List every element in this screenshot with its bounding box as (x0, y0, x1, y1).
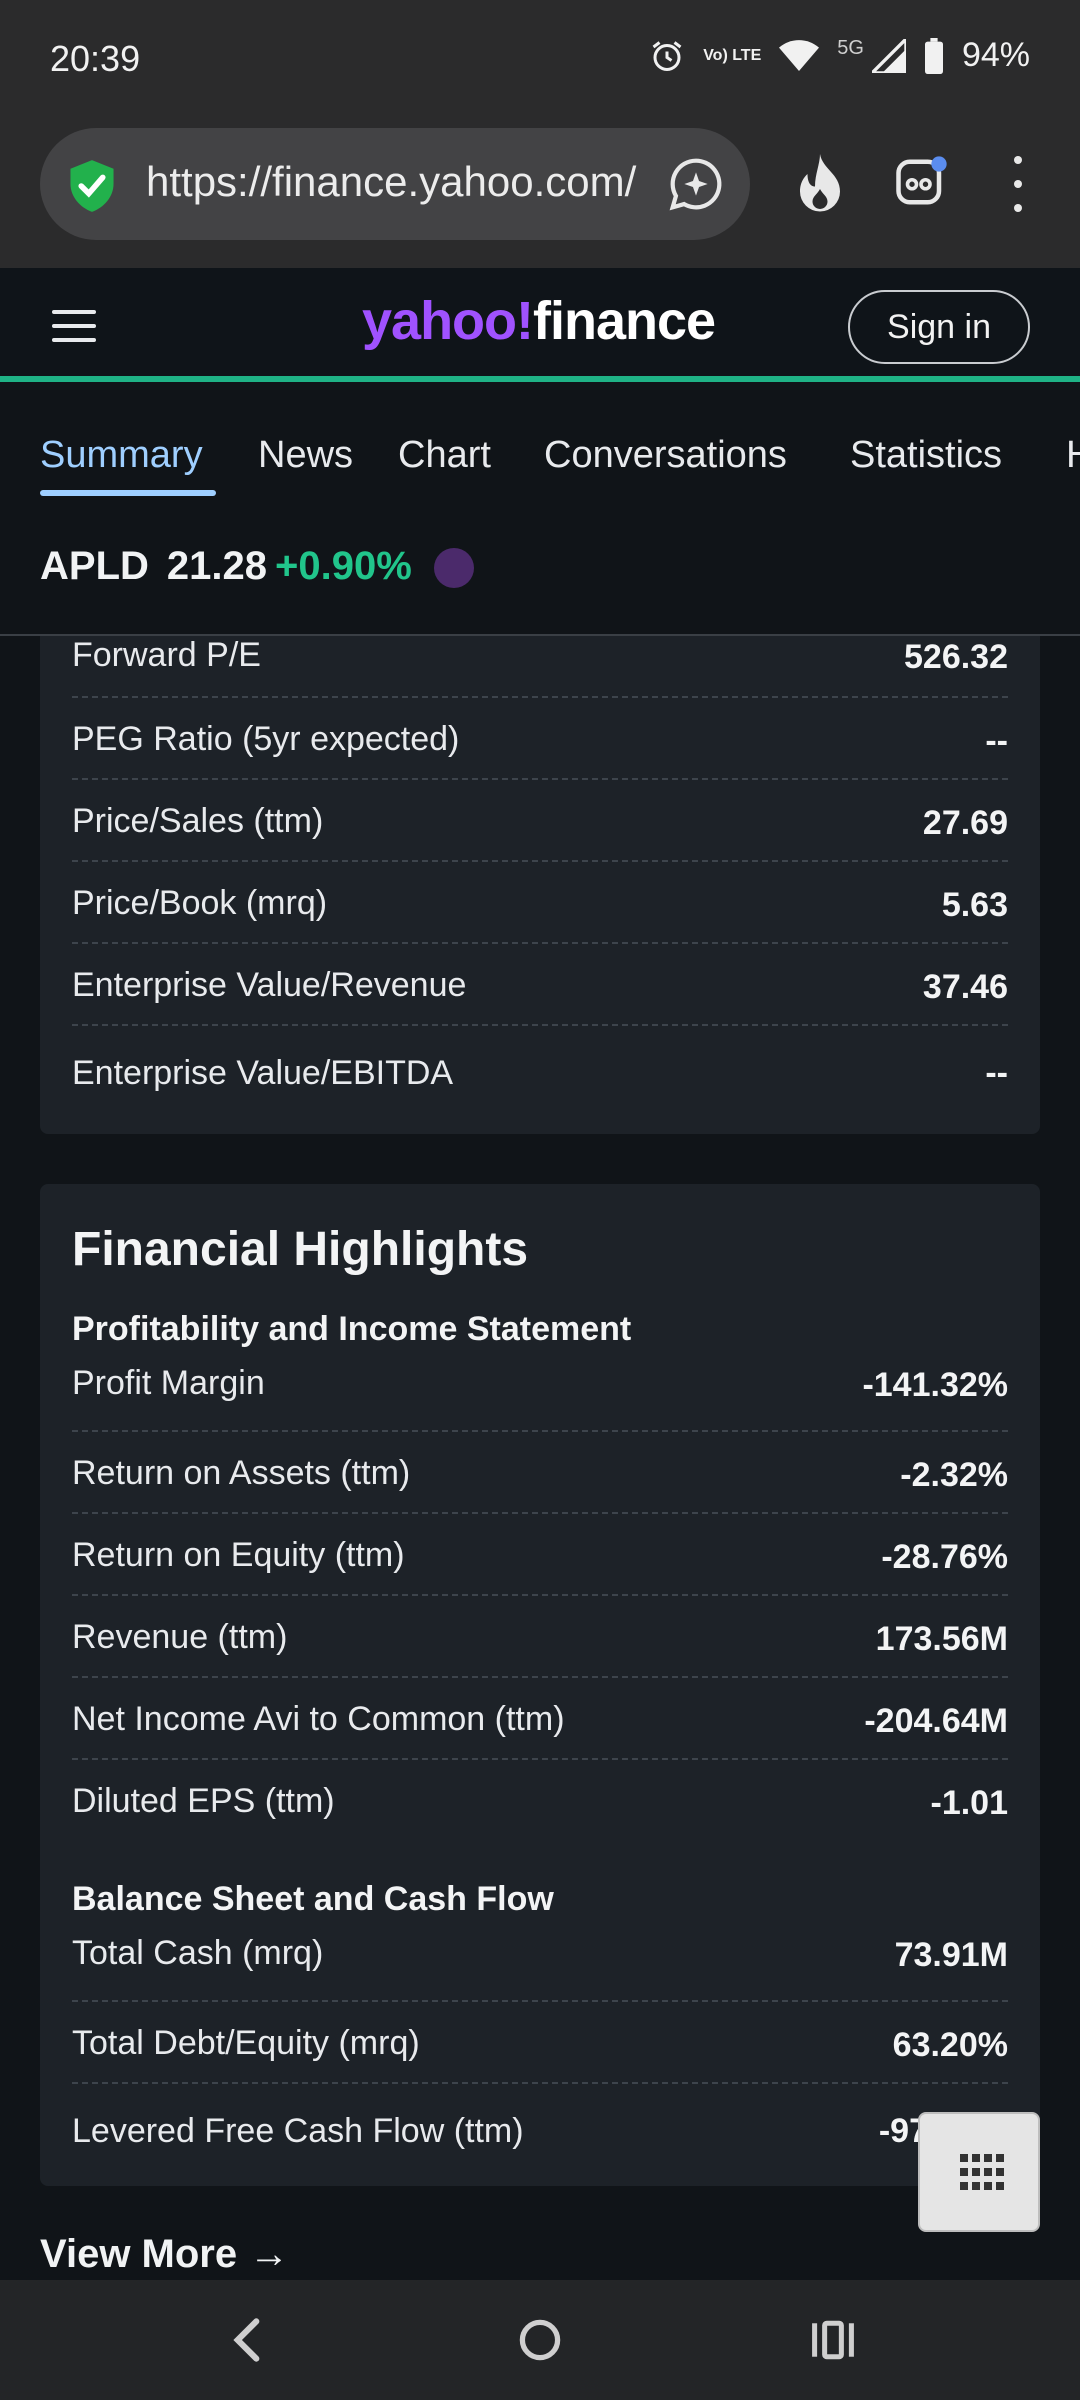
table-row: Total Debt/Equity (mrq) 63.20% (72, 2002, 1008, 2084)
row-value: 37.46 (922, 968, 1008, 1006)
row-label: Net Income Avi to Common (ttm) (72, 1700, 565, 1738)
arrow-right-icon: → (249, 2232, 290, 2276)
ticker-price: 21.28 (166, 544, 267, 588)
tab-news[interactable]: News (258, 434, 354, 476)
status-icons: Vo) LTE 5G 94% (649, 36, 1030, 75)
browser-toolbar: https://finance.yahoo.com/ (0, 124, 1080, 268)
site-header: yahoo!finance Sign in (0, 268, 1080, 382)
status-bar: 20:39 Vo) LTE 5G 94% (0, 0, 1080, 124)
row-value: -2.32% (900, 1456, 1008, 1494)
table-row: Forward P/E 526.32 (72, 636, 1008, 698)
view-more-label: View More (40, 2232, 238, 2276)
row-value: 173.56M (875, 1620, 1008, 1658)
table-row: Price/Book (mrq) 5.63 (72, 862, 1008, 944)
hamburger-menu-icon[interactable] (52, 310, 96, 342)
volte-icon: Vo) LTE (703, 46, 762, 64)
row-value: -141.32% (862, 1366, 1008, 1404)
row-value: 63.20% (892, 2026, 1008, 2064)
battery-icon (924, 37, 943, 74)
keyboard-grid-icon (960, 2154, 1004, 2194)
row-value: -- (985, 722, 1008, 760)
row-label: Price/Sales (ttm) (72, 802, 324, 840)
valuation-measures-panel: Forward P/E 526.32 PEG Ratio (5yr expect… (40, 636, 1040, 1134)
keyboard-button[interactable] (918, 2112, 1040, 2232)
yahoo-finance-logo[interactable]: yahoo!finance (362, 290, 716, 352)
row-label: Total Cash (mrq) (72, 1934, 324, 1972)
alarm-icon (652, 40, 682, 71)
tab-switcher-icon[interactable] (894, 154, 948, 210)
row-value: -204.64M (864, 1702, 1008, 1740)
subsection-title-balance-sheet: Balance Sheet and Cash Flow (72, 1880, 554, 1918)
table-row: Levered Free Cash Flow (ttm) -97 (72, 2086, 1008, 2168)
row-label: Price/Book (mrq) (72, 884, 328, 922)
quote-tabs: Summary News Chart Conversations Statist… (0, 388, 1080, 508)
table-row: Revenue (ttm) 173.56M (72, 1596, 1008, 1678)
tab-statistics[interactable]: Statistics (850, 434, 1003, 476)
tab-chart[interactable]: Chart (398, 434, 491, 476)
ticker-badge-icon[interactable] (434, 548, 474, 588)
section-title: Financial Highlights (72, 1223, 529, 1276)
row-label: Forward P/E (72, 636, 261, 674)
row-value: 27.69 (922, 804, 1008, 842)
ticker-symbol: APLD (40, 544, 149, 588)
table-row: Total Cash (mrq) 73.91M (72, 1920, 1008, 2002)
tab-conversations[interactable]: Conversations (544, 434, 787, 476)
logo-yahoo: yahoo! (362, 291, 534, 351)
row-label: Levered Free Cash Flow (ttm) (72, 2112, 524, 2150)
table-row: Net Income Avi to Common (ttm) -204.64M (72, 1678, 1008, 1760)
view-more-link[interactable]: View More → (40, 2232, 289, 2277)
row-value: 526.32 (904, 638, 1008, 676)
network-type: 5G (837, 37, 864, 59)
subsection-title-profitability: Profitability and Income Statement (72, 1310, 632, 1348)
table-row: Profit Margin -141.32% (72, 1350, 1008, 1432)
row-label: Profit Margin (72, 1364, 265, 1402)
row-value: -- (985, 1054, 1008, 1092)
signal-icon (871, 38, 906, 73)
logo-finance: finance (533, 291, 716, 351)
status-time: 20:39 (50, 38, 141, 79)
row-label: Enterprise Value/EBITDA (72, 1054, 454, 1092)
row-label: Total Debt/Equity (mrq) (72, 2024, 420, 2062)
financial-highlights-panel: Financial Highlights Profitability and I… (40, 1184, 1040, 2186)
row-label: Diluted EPS (ttm) (72, 1782, 335, 1820)
table-row: Diluted EPS (ttm) -1.01 (72, 1760, 1008, 1842)
table-row: Return on Assets (ttm) -2.32% (72, 1432, 1008, 1514)
row-value: -1.01 (930, 1784, 1009, 1822)
shield-check-icon[interactable] (66, 158, 118, 214)
row-value: 5.63 (941, 886, 1008, 924)
flame-icon[interactable] (794, 154, 846, 214)
row-label: Return on Assets (ttm) (72, 1454, 411, 1492)
table-row: Price/Sales (ttm) 27.69 (72, 780, 1008, 862)
tab-summary[interactable]: Summary (40, 434, 203, 476)
sign-in-button[interactable]: Sign in (848, 290, 1030, 364)
system-nav-bar (0, 2280, 1080, 2400)
table-row: Enterprise Value/EBITDA -- (72, 1028, 1008, 1116)
back-icon[interactable] (222, 2312, 272, 2368)
home-icon[interactable] (518, 2312, 562, 2368)
row-label: Revenue (ttm) (72, 1618, 288, 1656)
url-text[interactable]: https://finance.yahoo.com/ (146, 158, 637, 205)
row-label: Return on Equity (ttm) (72, 1536, 405, 1574)
table-row: PEG Ratio (5yr expected) -- (72, 698, 1008, 780)
row-label: Enterprise Value/Revenue (72, 966, 467, 1004)
ticker-bar: APLD 21.28 +0.90% (0, 508, 1080, 636)
battery-level: 94% (961, 36, 1030, 74)
address-bar[interactable]: https://finance.yahoo.com/ (40, 128, 750, 240)
ticker-summary: APLD 21.28 +0.90% (40, 544, 412, 589)
row-value: 73.91M (894, 1936, 1008, 1974)
table-row: Enterprise Value/Revenue 37.46 (72, 944, 1008, 1026)
wifi-icon (779, 39, 820, 71)
row-value: -28.76% (881, 1538, 1008, 1576)
recent-apps-icon[interactable] (810, 2312, 856, 2368)
lte-label: Vo) LTE (703, 46, 762, 64)
ticker-change: +0.90% (275, 544, 412, 588)
tab-historical[interactable]: H (1066, 434, 1080, 476)
active-tab-indicator (40, 490, 216, 496)
row-label: PEG Ratio (5yr expected) (72, 720, 460, 758)
more-vert-icon[interactable] (1000, 156, 1036, 212)
assistant-icon[interactable] (668, 156, 724, 212)
table-row: Return on Equity (ttm) -28.76% (72, 1514, 1008, 1596)
